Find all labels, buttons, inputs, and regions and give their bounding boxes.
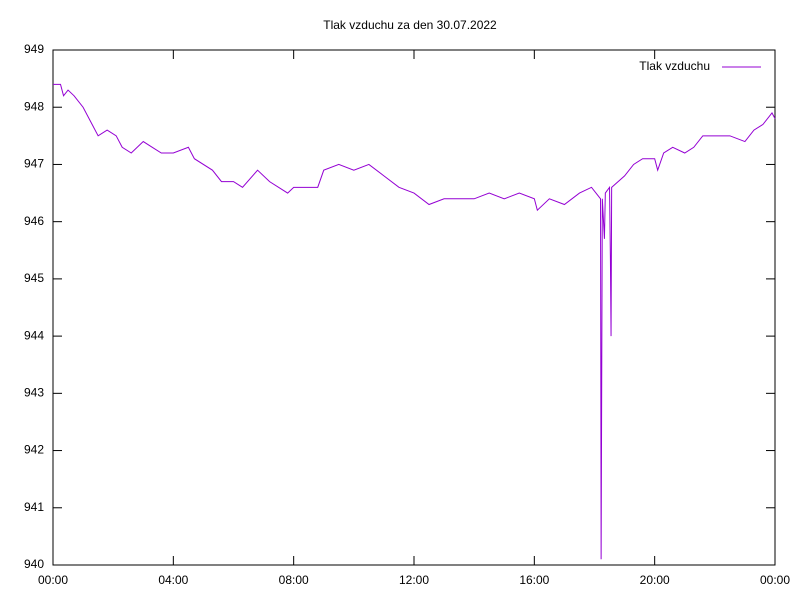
chart-title: Tlak vzduchu za den 30.07.2022 (323, 18, 497, 32)
y-tick-label: 940 (24, 557, 44, 571)
y-tick-label: 943 (24, 386, 44, 400)
plot-frame (52, 49, 776, 566)
series-line (53, 83, 776, 560)
legend-label: Tlak vzduchu (639, 59, 710, 73)
y-tick-label: 948 (24, 99, 44, 113)
y-tick-label: 944 (24, 328, 44, 342)
y-tick-label: 941 (24, 500, 44, 514)
y-tick-label: 947 (24, 157, 44, 171)
x-tick-label: 16:00 (519, 573, 549, 587)
y-tick-label: 945 (24, 271, 44, 285)
x-tick-label: 00:00 (760, 573, 790, 587)
y-tick-label: 946 (24, 214, 44, 228)
x-tick-label: 00:00 (38, 573, 68, 587)
y-tick-label: 949 (24, 42, 44, 56)
x-tick-label: 20:00 (640, 573, 670, 587)
x-tick-label: 12:00 (399, 573, 429, 587)
x-tick-label: 08:00 (279, 573, 309, 587)
x-tick-label: 04:00 (158, 573, 188, 587)
y-tick-label: 942 (24, 443, 44, 457)
